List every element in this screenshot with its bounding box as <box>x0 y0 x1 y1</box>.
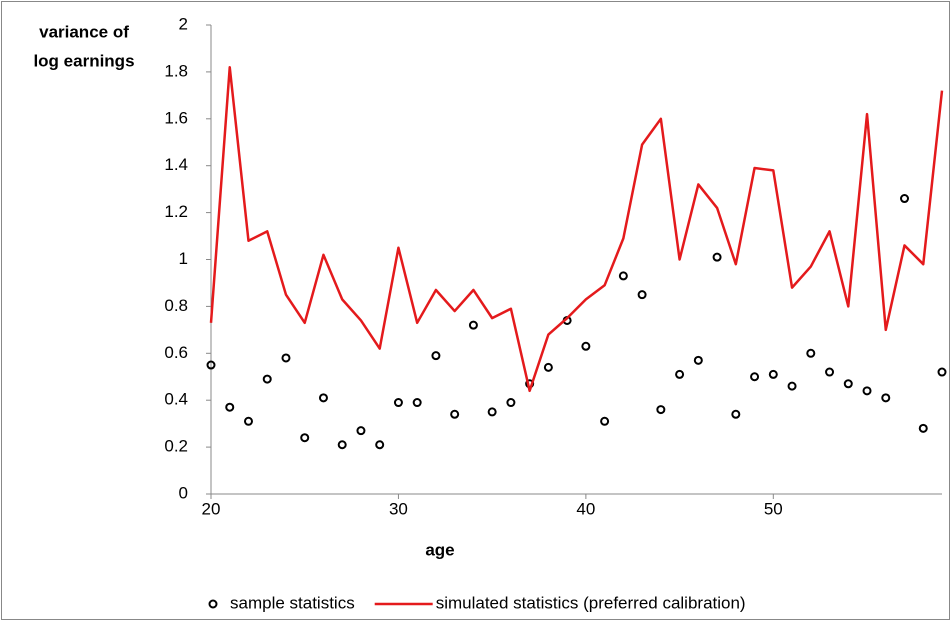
x-tick-label: 50 <box>764 499 783 518</box>
scatter-point <box>712 252 722 262</box>
scatter-point <box>412 398 422 408</box>
scatter-point <box>750 372 760 382</box>
scatter-point <box>768 369 778 379</box>
scatter-point <box>581 341 591 351</box>
scatter-point <box>375 440 385 450</box>
scatter-point <box>731 409 741 419</box>
scatter-point <box>843 379 853 389</box>
y-tick-label: 0.8 <box>164 296 188 315</box>
x-tick-label: 40 <box>576 499 595 518</box>
scatter-point <box>206 360 216 370</box>
scatter-point <box>487 407 497 417</box>
scatter-point <box>262 374 272 384</box>
scatter-point <box>506 398 516 408</box>
y-tick-label: 1.8 <box>164 61 188 80</box>
scatter-point <box>656 405 666 415</box>
scatter-point <box>543 362 553 372</box>
scatter-point <box>918 423 928 433</box>
legend-marker <box>208 599 218 609</box>
scatter-point <box>618 271 628 281</box>
scatter-point <box>225 402 235 412</box>
y-tick-label: 1 <box>179 249 188 268</box>
y-tick-label: 1.6 <box>164 108 188 127</box>
scatter-point <box>356 426 366 436</box>
scatter-point <box>900 194 910 204</box>
y-tick-label: 0 <box>179 483 188 502</box>
scatter-point <box>243 416 253 426</box>
y-tick-label: 0.4 <box>164 390 188 409</box>
y-tick-label: 0.2 <box>164 437 188 456</box>
legend-label: sample statistics <box>230 593 355 612</box>
y-tick-label: 1.2 <box>164 202 188 221</box>
scatter-point <box>600 416 610 426</box>
scatter-point <box>450 409 460 419</box>
scatter-point <box>937 367 947 377</box>
legend-label: simulated statistics (preferred calibrat… <box>436 593 746 612</box>
y-axis-label: variance of <box>39 22 129 41</box>
scatter-point <box>318 393 328 403</box>
y-tick-label: 1.4 <box>164 155 188 174</box>
x-axis-label: age <box>425 540 454 559</box>
x-tick-label: 20 <box>202 499 221 518</box>
scatter-point <box>431 351 441 361</box>
scatter-point <box>825 367 835 377</box>
scatter-point <box>281 353 291 363</box>
line-series <box>209 65 944 393</box>
y-tick-label: 2 <box>179 14 188 33</box>
scatter-point <box>300 433 310 443</box>
scatter-point <box>693 355 703 365</box>
scatter-point <box>337 440 347 450</box>
y-tick-label: 0.6 <box>164 343 188 362</box>
scatter-point <box>468 320 478 330</box>
scatter-point <box>806 348 816 358</box>
scatter-point <box>787 381 797 391</box>
scatter-point <box>393 398 403 408</box>
scatter-point <box>637 290 647 300</box>
x-tick-label: 30 <box>389 499 408 518</box>
y-axis-label: log earnings <box>33 51 134 70</box>
scatter-point <box>881 393 891 403</box>
scatter-point <box>675 369 685 379</box>
scatter-point <box>862 386 872 396</box>
